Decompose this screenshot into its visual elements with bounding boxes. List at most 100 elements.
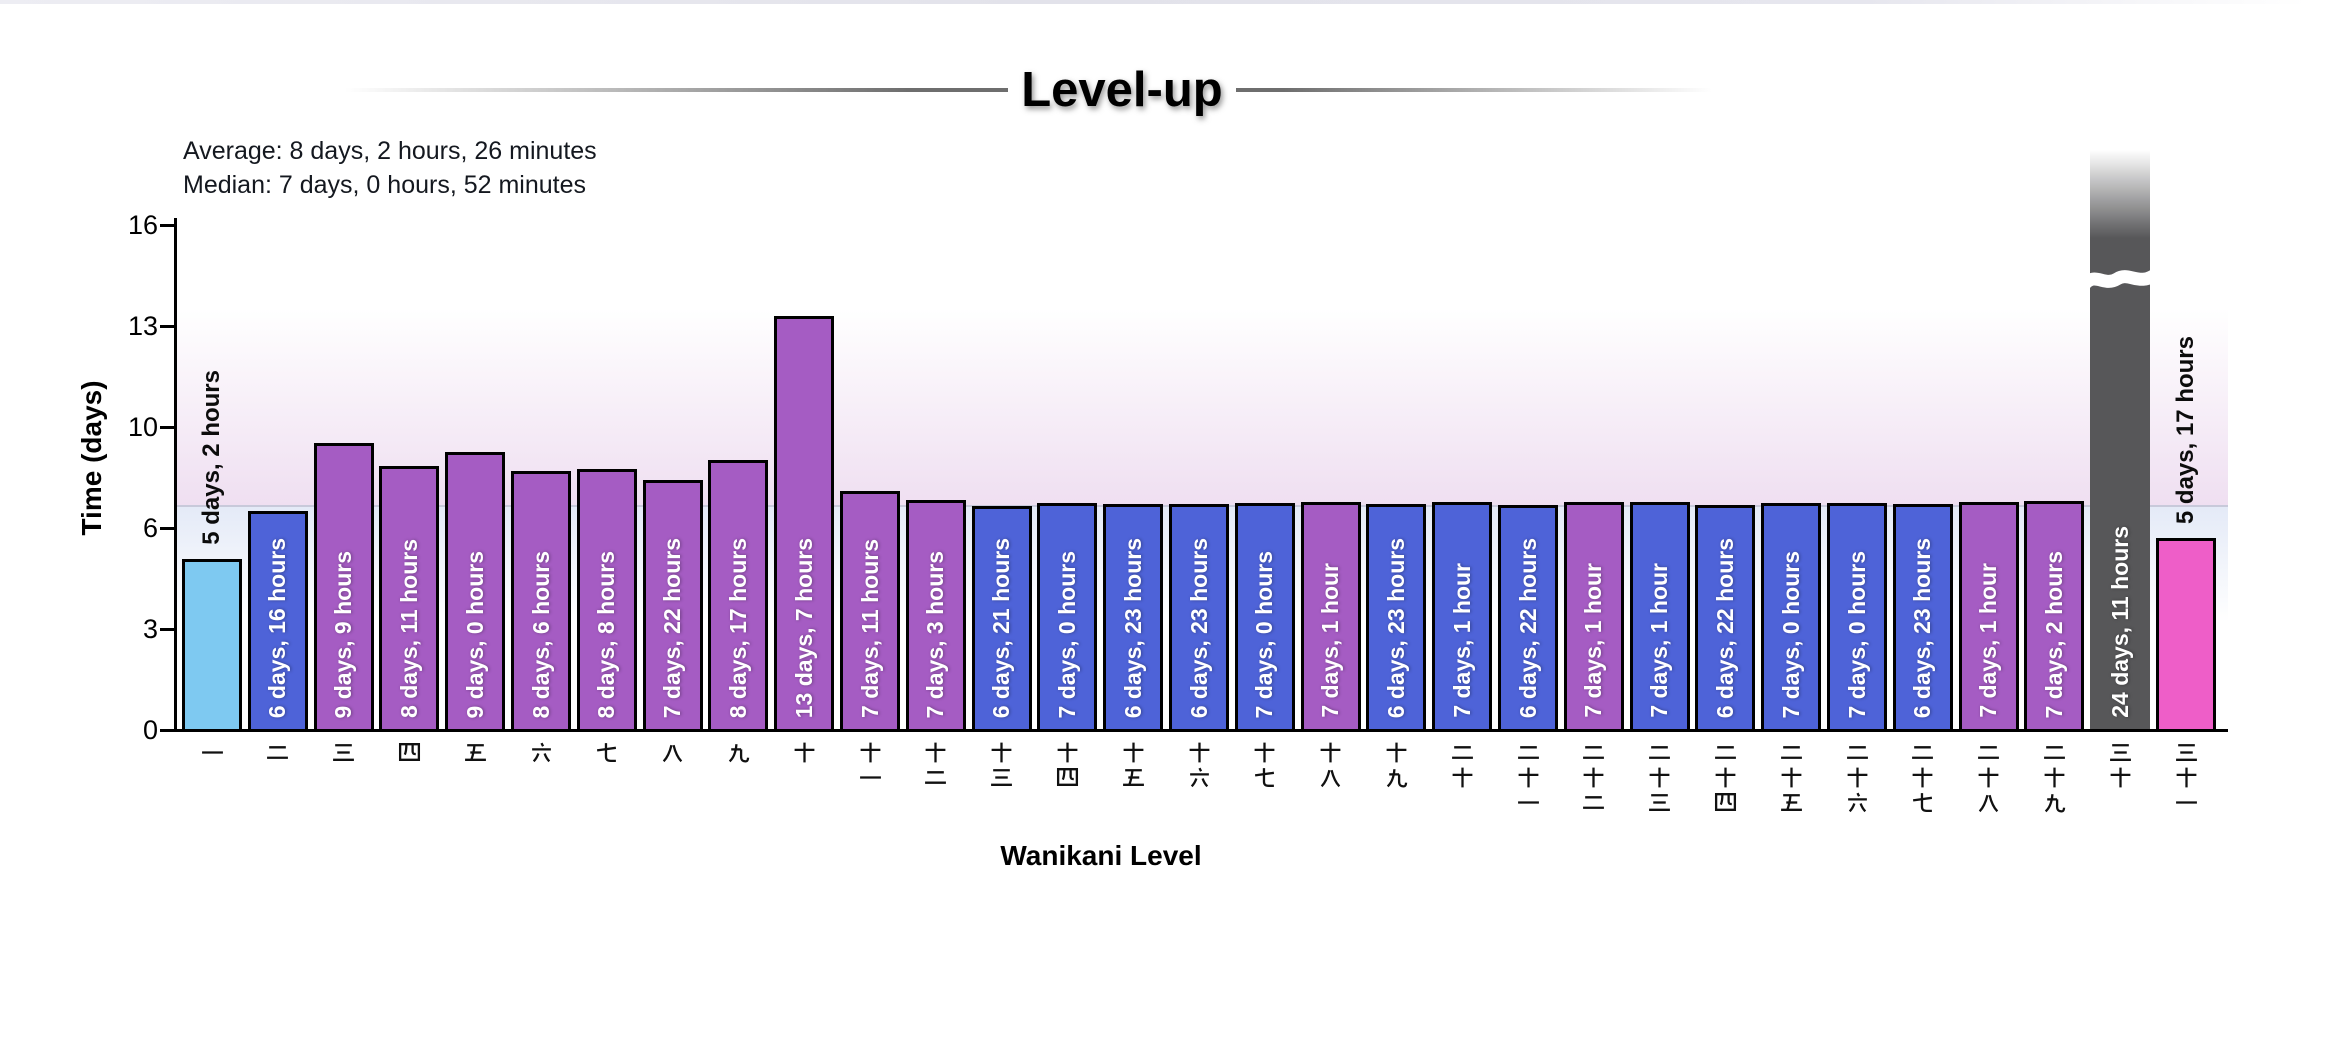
kanji-glyph [1517,801,1539,804]
x-tick-label-level-1 [199,740,225,765]
axis-break-wave [2084,268,2157,290]
fast-threshold-band-lower [177,507,2228,622]
x-tick-label-level-7 [594,740,620,765]
y-axis-line [174,218,177,732]
kanji-glyph [1714,746,1736,759]
x-tick-label-level-14 [1054,740,1080,790]
kanji-glyph [1715,767,1736,788]
kanji-glyph [2176,767,2196,788]
x-tick-label-level-2 [265,740,291,765]
kanji-glyph [1583,796,1605,809]
kanji-glyph [1189,767,1209,788]
kanji-glyph [1583,746,1605,759]
kanji-glyph [1781,767,1802,788]
kanji-glyph [1255,768,1275,787]
kanji-glyph [2175,801,2197,804]
kanji-glyph [1978,767,1999,788]
window-top-edge [0,0,2330,4]
x-tick-label-level-15 [1120,740,1146,790]
y-tick-label-16: 16 [127,210,158,240]
kanji-glyph [662,744,683,763]
x-tick-label-level-30 [2107,740,2133,790]
kanji-glyph [1780,746,1802,759]
kanji-glyph [1320,769,1341,788]
x-tick-label-level-12 [923,740,949,790]
x-tick-label-level-20 [1449,740,1475,790]
kanji-glyph [333,744,355,761]
x-axis-title: Wanikani Level [1000,840,1202,871]
x-axis-line [174,729,2228,732]
kanji-glyph [1386,742,1407,763]
kanji-glyph [1649,746,1671,759]
kanji-glyph [1978,794,1999,813]
kanji-glyph [1123,742,1144,763]
y-tick-label-10: 10 [127,412,158,442]
x-tick-label-level-13 [989,740,1015,790]
y-tick-mark-10 [160,425,174,429]
x-tick-label-level-9 [725,740,751,765]
kanji-glyph [1452,767,1473,788]
x-tick-label-level-24 [1712,740,1738,815]
kanji-glyph [1649,767,1670,788]
threshold-boundary-line [177,505,2228,507]
y-tick-mark-6 [160,526,174,530]
kanji-glyph [201,751,223,754]
y-tick-mark-0 [160,728,174,732]
kanji-glyph [1451,746,1473,759]
kanji-glyph [925,771,947,784]
kanji-glyph [1057,742,1078,763]
kanji-glyph [860,742,880,763]
y-tick-label-3: 3 [142,614,158,644]
kanji-glyph [925,742,946,763]
kanji-glyph [1122,769,1144,786]
kanji-glyph [2043,746,2065,759]
kanji-glyph [1517,746,1539,759]
x-tick-label-level-3 [331,740,357,765]
y-tick-mark-3 [160,627,174,631]
x-tick-label-level-22 [1581,740,1607,815]
x-tick-label-level-27 [1910,740,1936,815]
kanji-glyph [1780,794,1802,811]
kanji-glyph [267,746,289,759]
kanji-glyph [1714,793,1736,811]
x-tick-label-level-26 [1844,740,1870,815]
x-tick-label-level-5 [462,740,488,765]
kanji-glyph [794,742,815,763]
kanji-glyph [1913,793,1933,812]
kanji-glyph [398,743,420,761]
x-tick-label-level-10 [791,740,817,765]
x-tick-label-level-17 [1252,740,1278,790]
kanji-glyph [1518,767,1538,788]
kanji-glyph [2109,744,2131,761]
y-tick-label-0: 0 [142,715,158,745]
y-tick-mark-16 [160,223,174,227]
x-tick-label-level-11 [857,740,883,790]
title-rule-left [345,88,1008,92]
chart-title: Level-up [1021,63,1223,117]
kanji-glyph [2175,744,2197,761]
kanji-glyph [1583,767,1604,788]
y-tick-mark-13 [160,324,174,328]
title-rule-right [1236,88,1712,92]
kanji-glyph [859,776,881,779]
x-tick-label-level-28 [1976,740,2002,815]
kanji-glyph [1320,742,1341,763]
x-tick-label-level-19 [1383,740,1409,790]
kanji-glyph [1912,746,1934,759]
kanji-glyph [1912,767,1933,788]
y-tick-label-6: 6 [142,513,158,543]
kanji-glyph [991,769,1013,786]
x-tick-label-level-16 [1186,740,1212,790]
x-tick-label-level-4 [396,740,422,765]
kanji-glyph [728,744,750,763]
fast-threshold-band-upper [177,308,2228,505]
kanji-glyph [1649,794,1671,811]
y-tick-label-13: 13 [127,311,158,341]
kanji-glyph [1847,792,1867,813]
x-tick-label-level-31 [2173,740,2199,815]
kanji-glyph [991,742,1012,763]
summary-stats: Average: 8 days, 2 hours, 26 minutes Med… [183,134,597,202]
x-tick-label-level-6 [528,740,554,765]
kanji-glyph [1254,742,1275,763]
